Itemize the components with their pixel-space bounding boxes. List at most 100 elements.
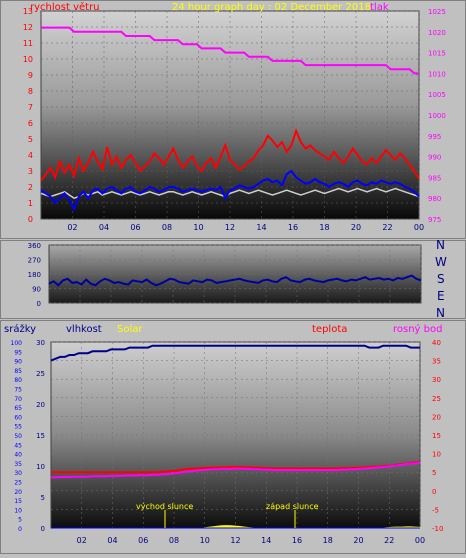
pressure-tick-label: 990: [428, 154, 441, 162]
wind-pressure-plot-area: [40, 10, 420, 220]
pressure-tick-label: 1025: [428, 8, 446, 16]
temperature-axis: -10 -5 0 5 10 15 20 25 30 35 40: [432, 339, 443, 533]
rain-tick-label: 25: [14, 480, 22, 487]
wind-speed-tick-label: 13: [23, 7, 33, 16]
temperature-tick-label: 40: [432, 339, 441, 347]
rain-tick-label: 5: [18, 517, 22, 524]
humidity-tick-label: 15: [36, 432, 45, 440]
wind-direction-line: [48, 274, 422, 287]
x-tick-label: 16: [292, 536, 302, 545]
pressure-tick-label: 1015: [428, 50, 446, 58]
temperature-tick-label: 30: [432, 376, 441, 384]
temperature-tick-label: 15: [432, 432, 441, 440]
wind-speed-tick-label: 2: [28, 183, 33, 192]
humidity-label: vlhkost: [66, 324, 102, 335]
rain-axis: 0 5 10 15 20 25 30 35 40 45 50 55 60 65 70 75 80 85 90 95 10…: [11, 340, 23, 533]
wind-light-line: [40, 187, 420, 200]
wind-speed-tick-label: 10: [23, 55, 33, 64]
sunrise-annotation: východ slunce: [136, 502, 193, 511]
humidity-tick-label: 10: [36, 463, 45, 471]
rain-tick-label: 75: [14, 387, 22, 394]
temperature-tick-label: 10: [432, 451, 441, 459]
rain-tick-label: 90: [14, 359, 22, 366]
wind-speed-tick-label: 5: [28, 135, 33, 144]
wind-speed-tick-label: 9: [28, 71, 33, 80]
pressure-tick-label: 975: [428, 216, 441, 224]
rain-tick-label: 50: [14, 433, 22, 440]
compass-letters: N W S E N: [435, 238, 447, 320]
wind-speed-tick-label: 8: [28, 87, 33, 96]
x-tick-label: 00: [414, 223, 424, 232]
compass-letter-north-bottom: N: [436, 306, 445, 320]
dewpoint-label: rosný bod: [393, 323, 442, 335]
dewpoint-line: [51, 461, 421, 479]
wind-pressure-grid: [41, 10, 420, 220]
humidity-axis: 0 5 10 15 20 25 30: [36, 339, 45, 533]
compass-letter-north-top: N: [436, 238, 445, 252]
rain-tick-label: 45: [14, 442, 22, 449]
wind-speed-label: rychlost větru: [30, 1, 100, 13]
x-tick-label: 04: [107, 536, 117, 545]
x-tick-label: 02: [77, 536, 87, 545]
humidity-tick-label: 0: [41, 525, 45, 533]
temperature-line: [51, 461, 421, 474]
x-tick-label: 20: [353, 536, 363, 545]
rain-tick-label: 55: [14, 424, 22, 431]
sunset-annotation: západ slunce: [266, 502, 319, 511]
x-tick-label: 22: [384, 536, 394, 545]
wind-speed-tick-label: 3: [28, 167, 33, 176]
direction-tick-label: 270: [28, 257, 41, 265]
solar-label: Solar: [117, 324, 143, 335]
wind-speed-tick-label: 12: [23, 23, 33, 32]
time-axis-bottom: 02 04 06 08 10 12 14 16 18 20 22 00: [77, 536, 425, 545]
x-tick-label: 02: [67, 223, 77, 232]
rain-tick-label: 70: [14, 396, 22, 403]
rain-tick-label: 80: [14, 377, 22, 384]
wind-direction-grid: [49, 244, 422, 304]
temperature-tick-label: -10: [432, 525, 443, 533]
temperature-tick-label: 20: [432, 413, 441, 421]
humidity-tick-label: 20: [36, 401, 45, 409]
pressure-tick-label: 985: [428, 174, 441, 182]
pressure-tick-label: 1000: [428, 112, 446, 120]
temperature-humidity-series: [50, 344, 421, 529]
temperature-tick-label: 5: [432, 469, 436, 477]
x-tick-label: 08: [169, 536, 179, 545]
temperature-label: teplota: [312, 324, 347, 335]
rain-tick-label: 30: [14, 470, 22, 477]
wind-direction-series: [48, 274, 422, 287]
temperature-tick-label: 25: [432, 395, 441, 403]
wind-average-line: [40, 169, 420, 212]
wind-speed-tick-label: 4: [28, 151, 33, 160]
x-tick-label: 06: [138, 536, 148, 545]
temperature-tick-label: 35: [432, 358, 441, 366]
rain-tick-label: 15: [14, 498, 22, 505]
wind-direction-axis: 0 90 180 270 360: [28, 242, 41, 308]
x-tick-label: 00: [415, 536, 425, 545]
wind-pressure-series: [40, 26, 420, 212]
temperature-tick-label: -5: [432, 506, 439, 514]
rain-label: srážky: [4, 323, 36, 335]
humidity-tick-label: 5: [41, 494, 45, 502]
compass-letter-west: W: [435, 255, 447, 269]
pressure-tick-label: 1010: [428, 70, 446, 78]
x-tick-label: 16: [288, 223, 298, 232]
wind-speed-tick-label: 11: [23, 39, 33, 48]
rain-tick-label: 20: [14, 489, 22, 496]
direction-tick-label: 0: [37, 300, 41, 308]
rain-tick-label: 85: [14, 368, 22, 375]
wind-speed-tick-label: 6: [28, 119, 33, 128]
pressure-label: tlak: [370, 2, 389, 13]
x-tick-label: 10: [193, 223, 203, 232]
pressure-line: [41, 26, 419, 75]
rain-tick-label: 10: [14, 507, 22, 514]
humidity-tick-label: 25: [36, 370, 45, 378]
rain-tick-label: 60: [14, 414, 22, 421]
temperature-tick-label: 0: [432, 488, 436, 496]
pressure-tick-label: 1020: [428, 29, 446, 37]
wind-speed-tick-label: 7: [28, 103, 33, 112]
x-tick-label: 14: [261, 536, 271, 545]
rain-tick-label: 40: [14, 452, 22, 459]
rain-tick-label: 0: [18, 526, 22, 533]
